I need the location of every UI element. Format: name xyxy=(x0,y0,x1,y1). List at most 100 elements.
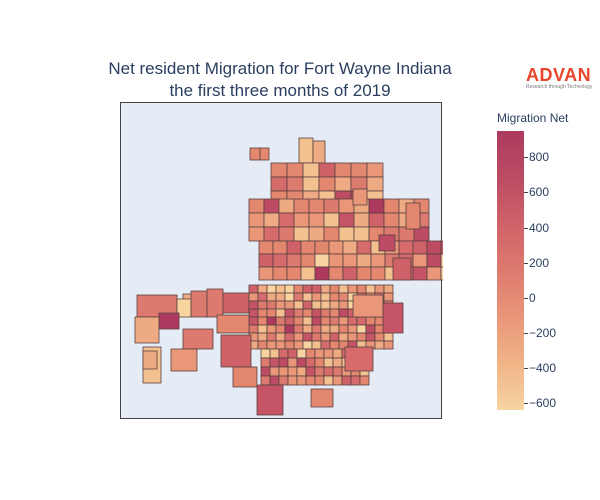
census-tract[interactable] xyxy=(293,284,304,294)
census-tract[interactable] xyxy=(272,240,288,255)
census-tract[interactable] xyxy=(248,212,265,228)
census-tract[interactable] xyxy=(293,324,304,334)
census-tract[interactable] xyxy=(374,340,385,350)
census-tract[interactable] xyxy=(270,162,288,178)
census-tract[interactable] xyxy=(440,253,443,268)
census-tract[interactable] xyxy=(266,292,277,302)
census-tract[interactable] xyxy=(329,340,340,350)
census-tract[interactable] xyxy=(392,257,412,281)
census-tract[interactable] xyxy=(383,212,400,228)
census-tract[interactable] xyxy=(314,253,330,268)
census-tract[interactable] xyxy=(318,176,336,192)
census-tract[interactable] xyxy=(338,212,355,228)
census-tract[interactable] xyxy=(314,366,325,377)
census-tract[interactable] xyxy=(257,284,268,294)
census-tract[interactable] xyxy=(305,375,316,386)
census-tract[interactable] xyxy=(332,375,343,386)
census-tract[interactable] xyxy=(323,357,334,368)
map-plot-area[interactable] xyxy=(120,102,443,420)
census-tract[interactable] xyxy=(329,332,340,342)
census-tract[interactable] xyxy=(293,316,304,326)
census-tract[interactable] xyxy=(332,357,343,368)
census-tract[interactable] xyxy=(311,316,322,326)
census-tract[interactable] xyxy=(263,226,280,242)
census-tract[interactable] xyxy=(302,176,320,192)
census-tract[interactable] xyxy=(257,332,268,342)
census-tract[interactable] xyxy=(266,316,277,326)
census-tract[interactable] xyxy=(257,324,268,334)
census-tract[interactable] xyxy=(278,198,295,214)
census-tract[interactable] xyxy=(332,348,343,359)
census-tract[interactable] xyxy=(275,332,286,342)
census-tract[interactable] xyxy=(320,292,331,302)
census-tract[interactable] xyxy=(382,302,404,334)
census-tract[interactable] xyxy=(278,357,289,368)
census-tract[interactable] xyxy=(314,240,330,255)
census-tract[interactable] xyxy=(248,226,265,242)
census-tract[interactable] xyxy=(320,300,331,310)
census-tract[interactable] xyxy=(272,266,288,281)
census-tract[interactable] xyxy=(272,253,288,268)
census-tract[interactable] xyxy=(305,357,316,368)
census-tract[interactable] xyxy=(248,284,259,294)
census-tract[interactable] xyxy=(314,266,330,281)
census-tract[interactable] xyxy=(190,290,208,318)
census-tract[interactable] xyxy=(302,340,313,350)
census-tract[interactable] xyxy=(258,240,274,255)
census-tract[interactable] xyxy=(275,292,286,302)
census-tract[interactable] xyxy=(293,198,310,214)
census-tract[interactable] xyxy=(308,226,325,242)
census-tract[interactable] xyxy=(158,312,180,330)
census-tract[interactable] xyxy=(260,375,271,386)
census-tract[interactable] xyxy=(347,316,358,326)
census-tract[interactable] xyxy=(302,324,313,334)
census-tract[interactable] xyxy=(248,198,265,214)
census-tract[interactable] xyxy=(308,212,325,228)
census-tract[interactable] xyxy=(286,176,304,192)
census-tract[interactable] xyxy=(134,316,160,344)
census-tract[interactable] xyxy=(293,292,304,302)
census-tract[interactable] xyxy=(352,294,384,318)
census-tract[interactable] xyxy=(284,300,295,310)
census-tract[interactable] xyxy=(352,188,368,206)
census-tract[interactable] xyxy=(257,292,268,302)
census-tract[interactable] xyxy=(320,316,331,326)
census-tract[interactable] xyxy=(323,375,334,386)
census-tract[interactable] xyxy=(347,284,358,294)
census-tract[interactable] xyxy=(338,308,349,318)
census-tract[interactable] xyxy=(314,348,325,359)
census-tract[interactable] xyxy=(263,212,280,228)
census-tract[interactable] xyxy=(293,308,304,318)
census-tract[interactable] xyxy=(359,375,370,386)
census-tract[interactable] xyxy=(258,253,274,268)
census-tract[interactable] xyxy=(312,140,326,164)
census-tract[interactable] xyxy=(320,308,331,318)
census-tract[interactable] xyxy=(342,240,358,255)
census-tract[interactable] xyxy=(412,253,428,268)
census-tract[interactable] xyxy=(426,240,442,255)
census-tract[interactable] xyxy=(412,266,428,281)
census-tract[interactable] xyxy=(278,226,295,242)
census-tract[interactable] xyxy=(314,357,325,368)
census-tract[interactable] xyxy=(257,300,268,310)
census-tract[interactable] xyxy=(426,253,442,268)
census-tract[interactable] xyxy=(206,288,224,318)
census-tract[interactable] xyxy=(356,253,372,268)
census-tract[interactable] xyxy=(320,332,331,342)
census-tract[interactable] xyxy=(412,240,428,255)
census-tract[interactable] xyxy=(353,226,370,242)
census-tract[interactable] xyxy=(338,284,349,294)
census-tract[interactable] xyxy=(296,366,307,377)
census-tract[interactable] xyxy=(342,253,358,268)
census-tract[interactable] xyxy=(329,284,340,294)
choropleth-map[interactable] xyxy=(121,103,443,420)
census-tract[interactable] xyxy=(296,348,307,359)
census-tract[interactable] xyxy=(365,284,376,294)
census-tract[interactable] xyxy=(257,316,268,326)
census-tract[interactable] xyxy=(383,332,394,342)
census-tract[interactable] xyxy=(338,198,355,214)
census-tract[interactable] xyxy=(263,198,280,214)
census-tract[interactable] xyxy=(311,292,322,302)
census-tract[interactable] xyxy=(314,375,325,386)
census-tract[interactable] xyxy=(260,366,271,377)
